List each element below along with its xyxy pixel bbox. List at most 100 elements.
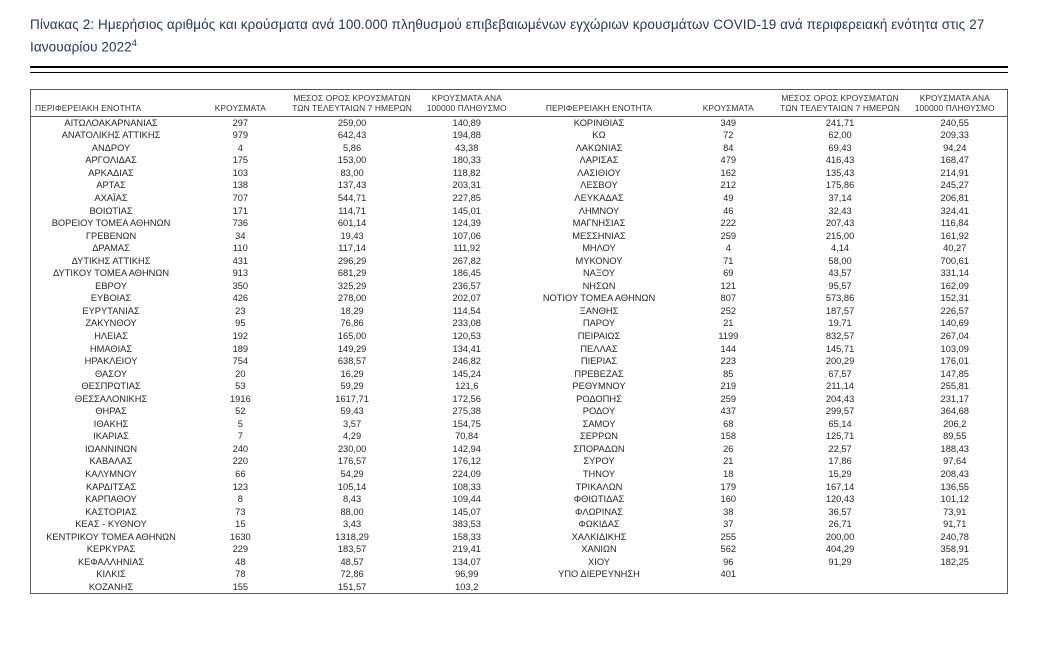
value-cell: 642,43 — [337, 130, 367, 141]
region-cell: ΝΟΤΙΟΥ ΤΟΜΕΑ ΑΘΗΝΩΝ — [542, 293, 656, 304]
region-cell: ΥΠΟ ΔΙΕΡΕΥΝΗΣΗ — [558, 569, 640, 580]
region-cell: ΙΚΑΡΙΑΣ — [93, 431, 129, 442]
value-cell: 1916 — [230, 393, 251, 404]
value-cell: 134,07 — [452, 556, 481, 567]
value-cell: 479 — [720, 155, 737, 166]
value-cell: 229 — [232, 544, 249, 555]
value-cell: 297 — [232, 117, 249, 128]
table-row: ΑΡΚΑΔΙΑΣ 103 83,00 118,82 ΛΑΣΙΘΙΟΥ 162 135,43 2… — [31, 167, 1007, 180]
value-cell: 38 — [723, 506, 734, 517]
region-cell: ΑΙΤΩΛΟΑΚΑΡΝΑΝΙΑΣ — [64, 117, 158, 128]
region-cell: ΣΠΟΡΑΔΩΝ — [573, 443, 625, 454]
region-cell — [519, 581, 679, 594]
value-cell: 707 — [232, 192, 249, 203]
value-cell: 4,29 — [343, 431, 362, 442]
value-cell: 69 — [723, 268, 734, 279]
value-cell: 149,29 — [337, 343, 367, 354]
table-row: ΕΥΒΟΙΑΣ 426 278,00 202,07 ΝΟΤΙΟΥ ΤΟΜΕΑ ΑΘΗΝΩ… — [31, 292, 1007, 305]
value-cell: 331,14 — [940, 268, 969, 279]
value-cell: 3,57 — [343, 418, 362, 429]
value-cell: 233,08 — [452, 318, 481, 329]
region-cell: ΛΕΥΚΑΔΑΣ — [574, 192, 624, 203]
value-cell: 37 — [723, 519, 734, 530]
value-cell: 65,14 — [828, 418, 852, 429]
region-cell: ΡΕΘΥΜΝΟΥ — [572, 381, 626, 392]
region-cell: ΒΟΙΩΤΙΑΣ — [89, 205, 133, 216]
value-cell: 18,29 — [340, 305, 364, 316]
value-cell: 110 — [232, 243, 248, 254]
value-cell: 158 — [720, 431, 737, 442]
region-cell: ΧΑΛΚΙΔΙΚΗΣ — [571, 531, 627, 542]
value-cell: 241,71 — [825, 117, 855, 128]
region-cell: ΝΗΣΩΝ — [582, 280, 616, 291]
table-row: ΘΗΡΑΣ 52 59,43 275,38 ΡΟΔΟΥ 437 299,57 364,68 — [31, 405, 1007, 418]
region-cell: ΑΧΑΪΑΣ — [94, 192, 128, 203]
value-cell: 8,43 — [343, 494, 362, 505]
header-region-left: ΠΕΡΙΦΕΡΕΙΑΚΗ ΕΝΟΤΗΤΑ — [31, 89, 192, 117]
region-cell: ΜΗΛΟΥ — [582, 243, 616, 254]
value-cell: 259 — [720, 230, 737, 241]
region-cell: ΡΟΔΟΠΗΣ — [576, 393, 622, 404]
value-cell: 324,41 — [940, 205, 969, 216]
value-cell: 275,38 — [452, 406, 481, 417]
region-cell: ΘΕΣΣΑΛΟΝΙΚΗΣ — [74, 393, 148, 404]
value-cell: 231,17 — [940, 393, 969, 404]
value-cell: 37,14 — [828, 192, 852, 203]
value-cell — [903, 581, 1007, 594]
region-cell: ΞΑΝΘΗΣ — [579, 305, 619, 316]
region-cell: ΕΥΒΟΙΑΣ — [90, 293, 132, 304]
region-cell: ΖΑΚΥΝΘΟΥ — [85, 318, 137, 329]
value-cell: 103 — [232, 167, 249, 178]
region-cell: ΤΡΙΚΑΛΩΝ — [575, 481, 623, 492]
table-row: ΓΡΕΒΕΝΩΝ 34 19,43 107,06 ΜΕΣΣΗΝΙΑΣ 259 215,00 1… — [31, 230, 1007, 243]
table-row: ΘΑΣΟΥ 20 16,29 145,24 ΠΡΕΒΕΖΑΣ 85 67,57 147,85 — [31, 368, 1007, 381]
value-cell: 71 — [723, 255, 734, 266]
value-cell: 230,00 — [337, 443, 367, 454]
table-row: ΑΝΔΡΟΥ 4 5,86 43,38 ΛΑΚΩΝΙΑΣ 84 69,43 94,24 — [31, 142, 1007, 155]
value-cell: 135,43 — [825, 167, 855, 178]
table-row: ΚΑΣΤΟΡΙΑΣ 73 88,00 145,07 ΦΛΩΡΙΝΑΣ 38 36,57 73,… — [31, 506, 1007, 519]
value-cell: 681,29 — [337, 268, 367, 279]
value-cell: 236,57 — [452, 280, 481, 291]
region-cell: ΚΑΛΥΜΝΟΥ — [85, 469, 137, 479]
value-cell: 20 — [235, 368, 246, 379]
value-cell: 49 — [723, 192, 734, 203]
header-cases-right: ΚΡΟΥΣΜΑΤΑ — [679, 89, 778, 117]
value-cell: 544,71 — [337, 192, 367, 203]
value-cell: 278,00 — [337, 293, 367, 304]
value-cell: 97,64 — [943, 456, 967, 467]
value-cell: 979 — [232, 130, 249, 141]
value-cell: 114,71 — [338, 205, 366, 216]
region-cell: ΚΕΑΣ - ΚΥΘΝΟΥ — [75, 519, 147, 530]
region-cell: ΑΝΔΡΟΥ — [91, 142, 131, 153]
region-cell: ΕΒΡΟΥ — [95, 280, 127, 291]
table-row: ΚΑΛΥΜΝΟΥ 66 54,29 224,09 ΤΗΝΟΥ 18 15,29 208,43 — [31, 468, 1007, 481]
region-cell: ΜΥΚΟΝΟΥ — [575, 255, 623, 266]
value-cell: 161,92 — [940, 230, 969, 241]
region-cell: ΠΑΡΟΥ — [582, 318, 616, 329]
value-cell: 219,41 — [452, 544, 481, 555]
table-header: ΠΕΡΙΦΕΡΕΙΑΚΗ ΕΝΟΤΗΤΑ ΚΡΟΥΣΜΑΤΑ ΜΕΣΟΣ ΟΡΟ… — [31, 89, 1007, 117]
value-cell: 162,09 — [940, 280, 969, 291]
value-cell: 189 — [232, 343, 249, 354]
value-cell: 223 — [720, 356, 737, 367]
value-cell: 26 — [723, 443, 734, 454]
value-cell: 59,29 — [340, 381, 364, 392]
table-row: ΚΕΑΣ - ΚΥΘΝΟΥ 15 3,43 383,53 ΦΩΚΙΔΑΣ 37 26,71 9… — [31, 518, 1007, 531]
region-cell: ΘΑΣΟΥ — [94, 368, 128, 379]
value-cell: 34 — [235, 230, 246, 241]
value-cell: 208,43 — [940, 469, 969, 479]
value-cell: 200,29 — [825, 356, 855, 367]
footnote-marker: 4 — [131, 37, 137, 48]
value-cell: 175 — [232, 155, 249, 166]
value-cell: 83,00 — [340, 167, 364, 178]
value-cell: 95 — [235, 318, 246, 329]
value-cell: 167,14 — [825, 481, 855, 492]
value-cell: 134,41 — [452, 343, 481, 354]
table-row: ΔΥΤΙΚΗΣ ΑΤΤΙΚΗΣ 431 296,29 267,82 ΜΥΚΟΝΟΥ 71 5… — [31, 255, 1007, 268]
value-cell: 73 — [235, 506, 246, 517]
region-cell: ΒΟΡΕΙΟΥ ΤΟΜΕΑ ΑΘΗΝΩΝ — [51, 218, 171, 229]
region-cell: ΠΙΕΡΙΑΣ — [580, 356, 618, 367]
region-cell: ΦΩΚΙΔΑΣ — [578, 519, 620, 530]
value-cell: 19,71 — [828, 318, 852, 329]
